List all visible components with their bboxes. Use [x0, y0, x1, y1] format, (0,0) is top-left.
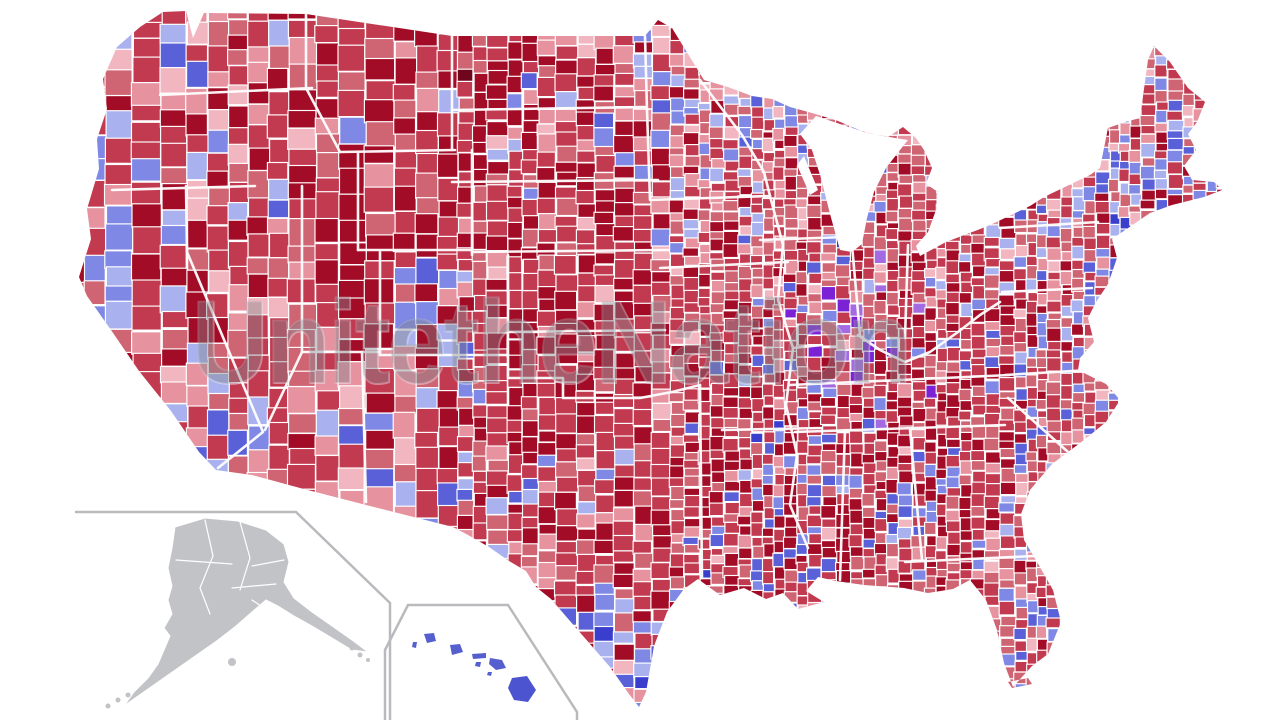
state-border-line [788, 373, 1012, 387]
state-border-line [758, 235, 847, 242]
state-border-line [158, 86, 314, 97]
state-border-line [110, 184, 257, 192]
hawaii-island [424, 633, 436, 643]
alaska-landmass [123, 517, 370, 707]
state-border-line [720, 426, 824, 432]
hawaii-island [472, 653, 486, 659]
hawaii-island [508, 676, 536, 702]
state-border-line [304, 86, 342, 154]
state-border-line [998, 220, 1100, 230]
state-border-line [1003, 368, 1092, 377]
alaska-borough-borders [175, 519, 285, 615]
state-borders [110, 12, 1100, 582]
state-border-line [698, 383, 704, 580]
state-border-line [658, 260, 790, 270]
state-border-line [643, 34, 649, 112]
state-border-line [838, 428, 847, 582]
state-border-line [856, 300, 1002, 364]
state-border-line [470, 248, 670, 254]
state-border-line [1006, 396, 1070, 454]
state-border-line [850, 243, 862, 337]
state-border-line [903, 554, 1037, 564]
state-border-line [184, 184, 265, 470]
state-border-line [506, 328, 667, 334]
state-border-line [908, 428, 924, 562]
hawaii-island [487, 672, 492, 676]
hawaii-inset [383, 603, 579, 720]
alaska-inset [75, 510, 392, 720]
state-border-line [791, 343, 824, 350]
alaska-inset-border [75, 510, 392, 720]
aleutian-islands [105, 637, 370, 709]
state-border-line [645, 108, 772, 202]
state-border-line [903, 243, 910, 340]
state-border-line [793, 423, 1007, 434]
state-border-line [450, 178, 660, 184]
hawaii-island [489, 658, 506, 670]
state-border-line [263, 350, 304, 432]
hawaii-island [450, 644, 463, 655]
hawaii-island [475, 662, 481, 667]
state-border-line [698, 78, 772, 198]
state-border-line [360, 350, 368, 504]
state-border-line [506, 353, 702, 400]
hawaii-inset-border [383, 603, 579, 720]
state-border-line [768, 194, 810, 550]
state-border-line [1000, 286, 1094, 294]
hawaii-islands [412, 633, 536, 702]
hawaii-island [412, 642, 417, 648]
state-border-line [450, 105, 647, 112]
